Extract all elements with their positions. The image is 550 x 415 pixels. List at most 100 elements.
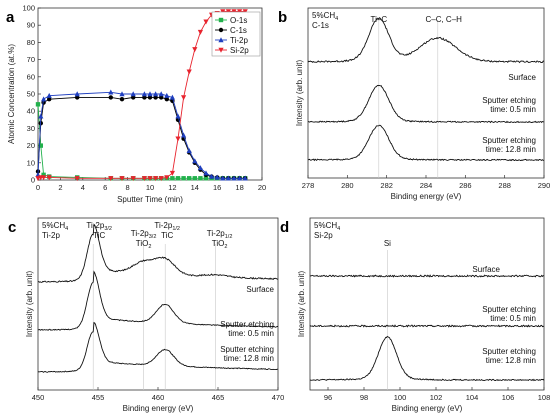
core-level-label: C-1s <box>312 21 329 30</box>
data-point <box>119 91 125 97</box>
x-tick-label: 2 <box>58 183 62 192</box>
data-point <box>242 175 248 181</box>
data-point <box>220 175 226 181</box>
spectrum-label: Sputter etching time: 0.5 min <box>220 320 274 338</box>
spectrum-line <box>37 223 279 283</box>
data-point <box>41 96 47 102</box>
series-line <box>37 91 246 179</box>
x-tick-label: 102 <box>430 393 443 402</box>
data-point <box>237 175 243 181</box>
y-tick-label: 50 <box>27 90 35 99</box>
x-tick-label: 16 <box>213 183 221 192</box>
spectrum-label: Surface <box>508 73 536 82</box>
y-tick-label: 10 <box>27 158 35 167</box>
condition-label: 5%CH4 <box>42 221 68 232</box>
x-tick-label: 465 <box>212 393 225 402</box>
data-point <box>147 91 153 97</box>
plot-frame <box>37 217 279 391</box>
data-point <box>197 29 203 35</box>
data-point <box>225 175 231 181</box>
data-point <box>231 175 237 181</box>
data-point <box>108 176 114 182</box>
peak-label: Ti–C <box>371 15 388 24</box>
panel-label: c <box>8 219 16 236</box>
x-tick-label: 288 <box>498 181 511 190</box>
data-point <box>187 176 192 181</box>
data-point <box>119 176 125 182</box>
data-point <box>74 91 80 97</box>
spectrum-label: Surface <box>246 285 274 294</box>
y-tick-label: 0 <box>31 176 35 185</box>
data-point <box>35 102 41 107</box>
data-point <box>218 27 224 33</box>
data-point <box>203 19 209 25</box>
data-point <box>141 176 147 182</box>
data-point <box>142 95 147 100</box>
data-point <box>198 176 203 181</box>
data-point <box>46 92 52 98</box>
legend-entry: Si-2p <box>230 46 249 55</box>
panel-label: a <box>6 9 15 26</box>
x-tick-label: 108 <box>538 393 550 402</box>
legend-entry: Ti-2p <box>230 36 248 45</box>
spectrum-line <box>37 270 278 331</box>
spectrum-label: Sputter etching time: 0.5 min <box>482 96 536 114</box>
data-point <box>38 113 44 119</box>
x-tick-label: 4 <box>81 183 85 192</box>
x-tick-label: 282 <box>380 181 393 190</box>
peak-label: TiO2 <box>136 239 152 250</box>
data-point <box>74 176 80 182</box>
core-level-label: Ti-2p <box>42 231 60 240</box>
condition-label: 5%CH4 <box>314 221 340 232</box>
data-point <box>175 136 181 142</box>
data-point <box>108 95 114 100</box>
data-point <box>75 95 80 100</box>
panel-a: a 0 2 4 6 8 10 12 14 16 18 20 0 10 20 30 40 50 60 70 80 90 100… <box>6 4 266 205</box>
peak-label: TiO2 <box>212 239 228 250</box>
data-point <box>181 95 187 101</box>
panel-label: d <box>280 219 289 236</box>
spectrum-line <box>309 274 545 278</box>
peak-label: Ti-2p1/2 <box>207 229 233 240</box>
y-tick-label: 30 <box>27 124 35 133</box>
data-point <box>203 170 209 176</box>
data-point <box>153 91 159 97</box>
data-point <box>186 69 192 75</box>
data-point <box>46 175 52 181</box>
data-point <box>181 176 186 181</box>
x-axis-label: Binding energy (eV) <box>123 404 194 413</box>
data-point <box>192 176 197 181</box>
x-tick-label: 8 <box>126 183 130 192</box>
data-point <box>119 96 125 102</box>
spectrum-label: Surface <box>472 265 500 274</box>
x-tick-label: 96 <box>324 393 332 402</box>
spectrum-label: Sputter etching time: 12.8 min <box>220 345 274 363</box>
y-tick-label: 60 <box>27 72 35 81</box>
x-axis-label: Binding energy (eV) <box>391 192 462 201</box>
x-tick-label: 290 <box>538 181 550 190</box>
spectrum-line <box>307 17 545 64</box>
legend-entry: O-1s <box>230 16 247 25</box>
y-tick-label: 40 <box>27 107 35 116</box>
plot-frame <box>309 217 545 391</box>
spectrum-label: Sputter etching time: 12.8 min <box>482 347 536 365</box>
x-tick-label: 280 <box>341 181 354 190</box>
x-tick-label: 460 <box>152 393 165 402</box>
data-point <box>192 158 198 164</box>
x-axis-label: Binding energy (eV) <box>392 404 463 413</box>
peak-label: TiC <box>93 231 105 240</box>
x-tick-label: 14 <box>191 183 199 192</box>
data-point <box>164 175 170 181</box>
data-point <box>203 176 209 181</box>
x-axis-label: Sputter Time (min) <box>117 195 183 204</box>
data-point <box>209 173 215 179</box>
series-line <box>37 96 246 179</box>
spectrum-line <box>308 124 544 162</box>
data-point <box>130 176 136 182</box>
data-point <box>153 95 158 100</box>
data-point <box>108 89 114 95</box>
x-tick-label: 450 <box>32 393 45 402</box>
condition-label: 5%CH4 <box>312 11 338 22</box>
